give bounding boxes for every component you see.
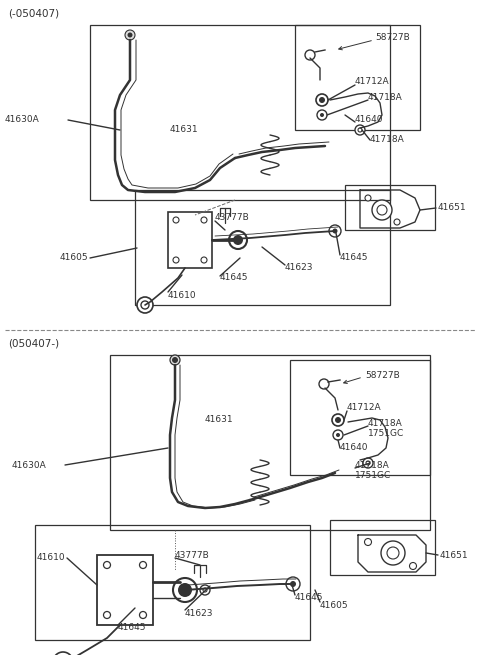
Text: 41605: 41605 bbox=[60, 253, 88, 263]
Circle shape bbox=[335, 417, 341, 423]
Circle shape bbox=[178, 583, 192, 597]
Circle shape bbox=[290, 581, 296, 587]
Bar bbox=[97, 555, 153, 625]
Circle shape bbox=[333, 430, 343, 440]
Circle shape bbox=[137, 297, 153, 313]
Text: 41623: 41623 bbox=[285, 263, 313, 272]
Text: 58727B: 58727B bbox=[365, 371, 400, 379]
Text: 1751GC: 1751GC bbox=[355, 470, 391, 479]
Bar bbox=[90, 25, 390, 200]
Text: 41623: 41623 bbox=[185, 608, 214, 618]
Circle shape bbox=[358, 128, 362, 132]
Circle shape bbox=[409, 563, 417, 569]
Circle shape bbox=[53, 652, 73, 655]
Bar bbox=[168, 212, 212, 268]
Text: (050407-): (050407-) bbox=[8, 339, 59, 349]
Circle shape bbox=[173, 257, 179, 263]
Circle shape bbox=[128, 33, 132, 37]
Circle shape bbox=[319, 379, 329, 389]
Bar bbox=[295, 25, 420, 130]
Circle shape bbox=[316, 94, 328, 106]
Circle shape bbox=[329, 225, 341, 237]
Circle shape bbox=[365, 195, 371, 201]
Text: 41631: 41631 bbox=[205, 415, 234, 424]
Bar bbox=[110, 355, 430, 530]
Text: 41651: 41651 bbox=[438, 204, 467, 212]
Circle shape bbox=[305, 50, 315, 60]
Circle shape bbox=[332, 414, 344, 426]
Text: 41712A: 41712A bbox=[355, 77, 390, 86]
Circle shape bbox=[317, 110, 327, 120]
Circle shape bbox=[394, 219, 400, 225]
Text: 41645: 41645 bbox=[118, 624, 146, 633]
Text: 41630A: 41630A bbox=[12, 460, 47, 470]
Text: 43777B: 43777B bbox=[175, 550, 210, 559]
Text: 43777B: 43777B bbox=[215, 214, 250, 223]
Circle shape bbox=[173, 217, 179, 223]
Text: 41651: 41651 bbox=[440, 550, 468, 559]
Circle shape bbox=[372, 200, 392, 220]
Circle shape bbox=[141, 301, 149, 309]
Circle shape bbox=[104, 561, 110, 569]
Circle shape bbox=[320, 113, 324, 117]
Circle shape bbox=[140, 612, 146, 618]
Circle shape bbox=[233, 235, 243, 245]
Circle shape bbox=[333, 229, 337, 233]
Text: 41605: 41605 bbox=[320, 601, 348, 610]
Text: 41645: 41645 bbox=[295, 593, 324, 603]
Circle shape bbox=[286, 577, 300, 591]
Text: (-050407): (-050407) bbox=[8, 9, 59, 19]
Bar bbox=[345, 185, 435, 230]
Text: 41640: 41640 bbox=[340, 443, 369, 451]
Circle shape bbox=[381, 541, 405, 565]
Bar bbox=[330, 520, 435, 575]
Circle shape bbox=[170, 355, 180, 365]
Text: 41712A: 41712A bbox=[347, 403, 382, 413]
Circle shape bbox=[172, 357, 178, 363]
Circle shape bbox=[104, 612, 110, 618]
Circle shape bbox=[364, 538, 372, 546]
Circle shape bbox=[377, 205, 387, 215]
Text: 1751GC: 1751GC bbox=[368, 428, 404, 438]
Text: 41645: 41645 bbox=[340, 252, 369, 261]
Text: 41718A: 41718A bbox=[370, 136, 405, 145]
Circle shape bbox=[229, 231, 247, 249]
Text: 41718A: 41718A bbox=[368, 419, 403, 428]
Text: 41645: 41645 bbox=[220, 274, 249, 282]
Circle shape bbox=[200, 585, 210, 595]
Circle shape bbox=[387, 547, 399, 559]
Circle shape bbox=[140, 561, 146, 569]
Circle shape bbox=[203, 588, 207, 592]
Text: 41610: 41610 bbox=[36, 553, 65, 563]
Text: 41610: 41610 bbox=[168, 291, 197, 299]
Bar bbox=[35, 525, 310, 640]
Bar bbox=[135, 190, 390, 305]
Circle shape bbox=[355, 125, 365, 135]
Text: 41640: 41640 bbox=[355, 115, 384, 124]
Circle shape bbox=[363, 458, 373, 468]
Text: 41630A: 41630A bbox=[5, 115, 40, 124]
Circle shape bbox=[125, 30, 135, 40]
Circle shape bbox=[366, 461, 370, 465]
Text: 41718A: 41718A bbox=[355, 460, 390, 470]
Circle shape bbox=[201, 257, 207, 263]
Text: 41718A: 41718A bbox=[368, 92, 403, 102]
Circle shape bbox=[319, 97, 325, 103]
Text: 58727B: 58727B bbox=[375, 33, 410, 43]
Circle shape bbox=[173, 578, 197, 602]
Text: 41631: 41631 bbox=[170, 126, 199, 134]
Bar bbox=[290, 360, 430, 475]
Circle shape bbox=[201, 217, 207, 223]
Circle shape bbox=[336, 433, 340, 437]
